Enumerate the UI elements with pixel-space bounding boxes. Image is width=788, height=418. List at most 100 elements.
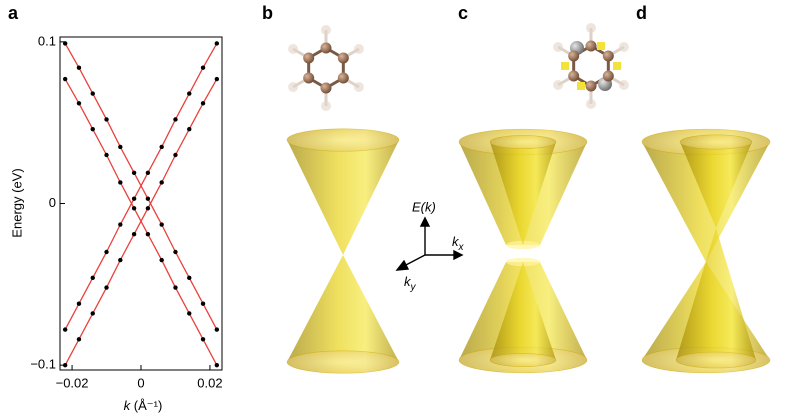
x-tick-label: 0.02 bbox=[197, 375, 222, 390]
band-point bbox=[90, 311, 95, 316]
band-point bbox=[187, 311, 192, 316]
band-point bbox=[118, 257, 123, 263]
band-point bbox=[145, 170, 151, 175]
band-point bbox=[131, 170, 137, 175]
glyph-label: E(k) bbox=[412, 199, 436, 214]
band-point bbox=[173, 249, 178, 255]
band-line bbox=[64, 43, 218, 330]
atom-faded bbox=[553, 42, 564, 52]
atom-substrate bbox=[577, 82, 585, 90]
band-point bbox=[173, 285, 178, 290]
atom bbox=[568, 50, 580, 62]
atom-faded bbox=[288, 82, 299, 92]
band-point bbox=[145, 196, 151, 201]
axes-glyph bbox=[395, 216, 464, 271]
glyph-label: ky bbox=[404, 274, 417, 292]
band-point bbox=[200, 65, 206, 70]
x-axis-label: k (Å⁻¹) bbox=[124, 398, 163, 413]
glyph-label: kx bbox=[452, 234, 465, 252]
atom-faded bbox=[618, 42, 629, 52]
cone-rim bbox=[675, 351, 757, 369]
cone-body bbox=[287, 255, 399, 374]
band-point bbox=[187, 275, 192, 281]
band-point bbox=[159, 144, 164, 150]
atom-faded bbox=[288, 44, 299, 54]
glyph-subscript: x bbox=[458, 242, 465, 253]
band-point bbox=[118, 222, 123, 227]
band-point bbox=[90, 275, 95, 281]
glyph-symbol: k bbox=[404, 274, 412, 289]
atom-substrate bbox=[597, 42, 605, 50]
panel-label: c bbox=[458, 3, 468, 23]
band-point bbox=[200, 301, 206, 306]
cone-body bbox=[676, 228, 756, 368]
y-axis-label: Energy (eV) bbox=[9, 168, 24, 237]
x-tick-label: −0.02 bbox=[56, 375, 89, 390]
band-point bbox=[159, 222, 164, 227]
atom bbox=[337, 72, 349, 84]
atom bbox=[585, 80, 597, 92]
band-point bbox=[62, 41, 68, 46]
band-point bbox=[76, 337, 82, 342]
band-point bbox=[214, 362, 220, 368]
band-point bbox=[131, 232, 137, 237]
band-point bbox=[200, 101, 206, 106]
plot-frame bbox=[59, 36, 223, 371]
band-point bbox=[76, 65, 82, 70]
band-point bbox=[62, 76, 68, 82]
band-point bbox=[214, 76, 220, 82]
atom-faded bbox=[321, 25, 331, 35]
panel-label: a bbox=[8, 3, 19, 23]
band-point bbox=[200, 337, 206, 342]
band-point bbox=[104, 285, 109, 290]
atom bbox=[337, 52, 349, 64]
atom bbox=[585, 40, 597, 52]
cone-body bbox=[680, 134, 752, 228]
atom-substrate bbox=[613, 62, 621, 70]
y-tick-label: 0.1 bbox=[38, 33, 56, 48]
band-point bbox=[145, 232, 151, 237]
atom bbox=[602, 50, 614, 62]
atom-faded bbox=[353, 44, 364, 54]
arrow bbox=[403, 254, 426, 267]
panel-label: d bbox=[636, 3, 647, 23]
cone-rim bbox=[286, 350, 400, 374]
cone-body bbox=[490, 135, 556, 245]
cone-rim bbox=[489, 353, 557, 367]
cone-body bbox=[287, 128, 399, 255]
band-point bbox=[173, 117, 178, 122]
band-point bbox=[76, 101, 82, 106]
atom-faded bbox=[353, 82, 364, 92]
band-line bbox=[64, 78, 218, 366]
arrowhead bbox=[419, 216, 431, 227]
band-point bbox=[90, 91, 95, 96]
band-point bbox=[62, 362, 68, 368]
band-point bbox=[76, 301, 82, 306]
x-axis-unit: (Å⁻¹) bbox=[134, 398, 163, 413]
atom bbox=[303, 72, 315, 84]
band-point bbox=[131, 206, 137, 211]
atom bbox=[320, 82, 332, 94]
atom-faded bbox=[553, 80, 564, 90]
atom bbox=[602, 70, 614, 82]
x-tick-label: 0 bbox=[137, 375, 144, 390]
band-point bbox=[104, 152, 109, 158]
band-point bbox=[104, 249, 109, 255]
cone-rim bbox=[679, 134, 753, 150]
atom-faded bbox=[321, 101, 331, 111]
arrowhead bbox=[453, 249, 464, 261]
atom-substrate bbox=[561, 62, 569, 70]
band-point bbox=[159, 257, 164, 263]
band-point bbox=[214, 41, 220, 46]
y-tick-label: −0.1 bbox=[30, 357, 56, 372]
atom-faded bbox=[586, 23, 596, 33]
atom bbox=[320, 42, 332, 54]
band-point bbox=[118, 144, 123, 150]
panel-label: b bbox=[262, 3, 273, 23]
atom bbox=[303, 52, 315, 64]
cone-rim bbox=[489, 135, 557, 149]
glyph-subscript: y bbox=[410, 282, 417, 293]
band-point bbox=[131, 196, 137, 201]
band-point bbox=[159, 180, 164, 185]
